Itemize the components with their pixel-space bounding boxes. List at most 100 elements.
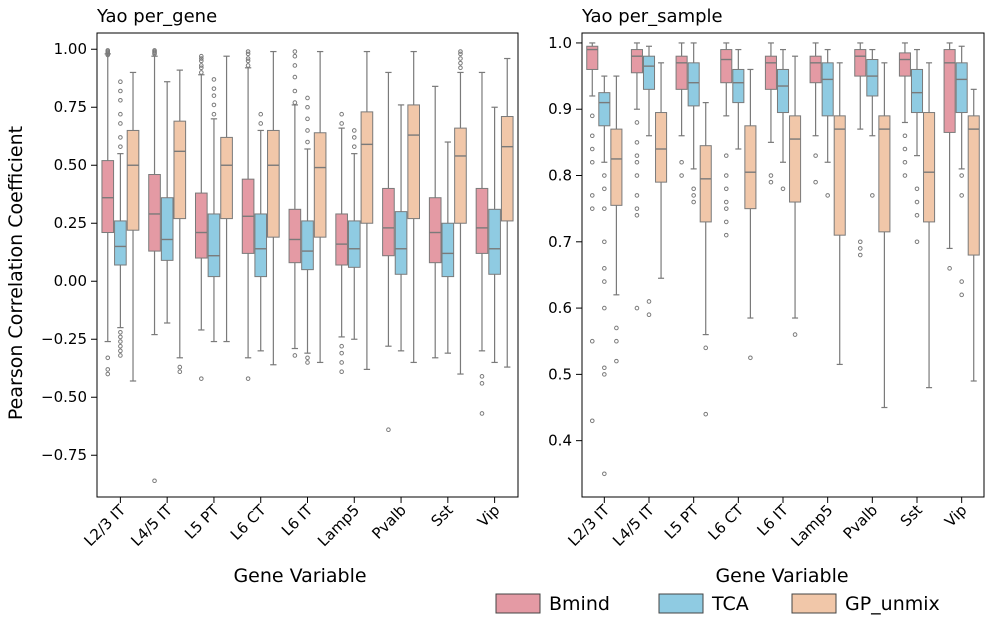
box-body bbox=[335, 213, 348, 266]
outlier-point bbox=[118, 79, 123, 85]
outlier-point bbox=[723, 186, 729, 192]
box-gp-unmix-5 bbox=[313, 50, 327, 364]
outlier-point bbox=[768, 173, 774, 178]
legend-swatch-tca bbox=[658, 593, 704, 614]
y-tick-label: 0.00 bbox=[54, 272, 87, 290]
outlier-point bbox=[479, 381, 485, 386]
x-tick-label: L4/5 IT bbox=[127, 501, 176, 550]
box-tca-5 bbox=[301, 95, 314, 365]
box-body bbox=[126, 129, 140, 231]
outlier-point bbox=[211, 102, 217, 108]
plot-area-per-gene: 1.00 0.75 0.50 0.25 0.00 −0.25 −0.50 −0.75 L2/3 … bbox=[41, 32, 519, 550]
outlier-point bbox=[589, 113, 595, 119]
outlier-point bbox=[602, 173, 607, 178]
outlier-point bbox=[105, 371, 111, 377]
chart-per-sample: Yao per_sample 1.0 0.9 0.8 0.7 0.6 0.5 0.4 L2/3… bbox=[548, 6, 985, 587]
outlier-point bbox=[292, 100, 298, 105]
y-tick-label: 0.9 bbox=[548, 100, 572, 118]
outlier-point bbox=[152, 50, 157, 56]
outlier-point bbox=[105, 52, 111, 58]
y-tick-label: 0.6 bbox=[548, 299, 572, 317]
legend-label-bmind: Bmind bbox=[549, 593, 610, 615]
box-body bbox=[642, 55, 656, 90]
box-body bbox=[500, 116, 514, 222]
outlier-point bbox=[339, 360, 344, 365]
box-body bbox=[301, 220, 314, 271]
outlier-point bbox=[723, 153, 729, 158]
x-tick-label: Vip bbox=[941, 501, 970, 530]
outlier-point bbox=[614, 338, 619, 344]
outlier-point bbox=[339, 369, 344, 375]
x-tick-label: Pvalb bbox=[368, 501, 410, 543]
box-body bbox=[160, 197, 174, 261]
box-gp-unmix-3 bbox=[220, 55, 233, 343]
outlier-point bbox=[857, 246, 863, 251]
outlier-point bbox=[959, 193, 964, 198]
x-tick-label: Lamp5 bbox=[788, 501, 837, 550]
box-tca-6 bbox=[347, 128, 361, 340]
box-bmind-2 bbox=[148, 48, 161, 484]
x-tick-label: Vip bbox=[474, 501, 503, 530]
outlier-point bbox=[245, 58, 251, 64]
box-bmind-9 bbox=[943, 42, 956, 271]
outlier-point bbox=[305, 95, 310, 101]
outlier-point bbox=[589, 146, 595, 152]
x-tick-label: Pvalb bbox=[840, 501, 882, 543]
x-tick-label: L4/5 IT bbox=[609, 501, 658, 550]
outlier-point bbox=[211, 86, 217, 91]
outlier-point bbox=[305, 128, 310, 133]
outlier-point bbox=[305, 355, 310, 361]
outlier-point bbox=[118, 121, 123, 126]
y-tick-label: 0.25 bbox=[54, 214, 87, 232]
box-body bbox=[809, 55, 822, 84]
box-tca-4 bbox=[732, 48, 745, 150]
outlier-point bbox=[959, 173, 964, 178]
y-tick-label: 0.7 bbox=[548, 233, 572, 251]
box-body bbox=[744, 125, 757, 210]
y-tick-label: 0.8 bbox=[548, 167, 572, 185]
box-bmind-3 bbox=[194, 53, 208, 381]
box-gp-unmix-3 bbox=[699, 101, 712, 417]
x-tick-label: L2/3 IT bbox=[81, 501, 130, 550]
box-body bbox=[347, 220, 361, 268]
y-tick-label: 1.00 bbox=[54, 40, 87, 58]
outlier-point bbox=[152, 48, 157, 53]
box-body bbox=[764, 55, 777, 90]
box-body bbox=[789, 115, 802, 203]
outlier-point bbox=[723, 199, 729, 205]
outlier-point bbox=[118, 339, 123, 344]
box-body bbox=[732, 68, 745, 104]
chart-title-per-gene: Yao per_gene bbox=[96, 6, 217, 27]
box-body bbox=[598, 92, 611, 127]
box-body bbox=[428, 197, 442, 264]
box-body bbox=[173, 120, 187, 220]
outlier-point bbox=[634, 153, 640, 158]
outlier-point bbox=[748, 355, 753, 361]
outlier-point bbox=[679, 173, 684, 178]
box-gp-unmix-6 bbox=[360, 50, 374, 370]
box-body bbox=[687, 62, 700, 107]
box-body bbox=[220, 136, 233, 220]
legend-swatch-bmind bbox=[495, 593, 541, 614]
box-bmind-7 bbox=[382, 71, 395, 433]
y-tick-label: 0.75 bbox=[54, 98, 87, 116]
outlier-point bbox=[177, 364, 183, 370]
box-body bbox=[101, 160, 115, 234]
outlier-point bbox=[602, 305, 607, 311]
outlier-point bbox=[199, 58, 204, 64]
x-tick-label: Lamp5 bbox=[314, 501, 363, 550]
outlier-point bbox=[813, 153, 818, 158]
box-gp-unmix-8 bbox=[454, 49, 467, 375]
box-gp-unmix-9 bbox=[500, 57, 514, 368]
outlier-point bbox=[914, 239, 920, 245]
box-body bbox=[866, 59, 879, 97]
outlier-point bbox=[351, 135, 357, 140]
outlier-point bbox=[211, 111, 217, 117]
box-body bbox=[475, 187, 489, 254]
box-bmind-7 bbox=[854, 42, 867, 258]
outlier-point bbox=[902, 146, 908, 152]
outlier-point bbox=[634, 140, 640, 145]
outlier-point bbox=[177, 369, 183, 375]
box-body bbox=[699, 145, 712, 223]
outlier-point bbox=[857, 252, 863, 258]
